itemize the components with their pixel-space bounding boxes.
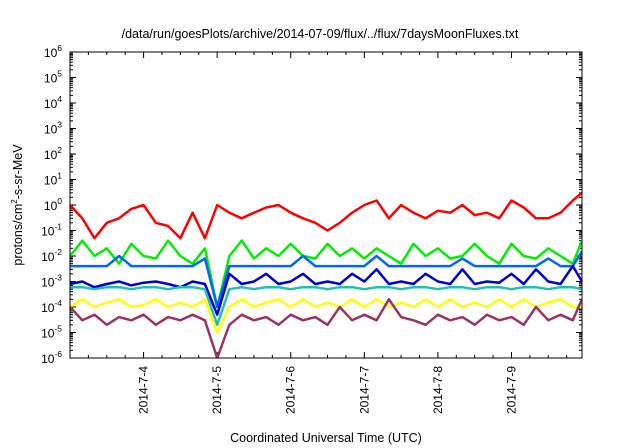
y-tick-label: 100 <box>44 196 62 213</box>
y-tick-label: 10-4 <box>41 298 62 315</box>
plot-frame <box>69 51 583 359</box>
x-tick-label: 2014-7-6 <box>284 366 298 414</box>
y-tick-base: 10 <box>44 174 58 188</box>
y-tick-exponent: 5 <box>57 69 62 79</box>
y-tick-exponent: 4 <box>57 94 62 104</box>
y-tick-base: 10 <box>44 148 58 162</box>
y-tick-label: 104 <box>44 94 62 111</box>
y-axis-label-part: protons/cm <box>11 204 25 266</box>
y-tick-label: 10-3 <box>41 273 62 290</box>
y-tick-base: 10 <box>44 46 58 60</box>
y-tick-base: 10 <box>41 327 55 341</box>
y-tick-label: 10-1 <box>41 222 62 239</box>
y-tick-exponent: 0 <box>57 196 62 206</box>
y-tick-exponent: -3 <box>54 273 62 283</box>
x-tick-label: 2014-7-5 <box>210 366 224 414</box>
y-tick-exponent: -5 <box>54 324 62 334</box>
series-line-1 <box>70 191 582 240</box>
y-tick-label: 10-2 <box>41 247 62 264</box>
y-tick-base: 10 <box>41 225 55 239</box>
y-tick-base: 10 <box>41 301 55 315</box>
x-tick-label: 2014-7-4 <box>137 366 151 414</box>
y-axis-label-part: -s-sr-MeV <box>11 144 25 200</box>
y-tick-exponent: -6 <box>54 349 62 359</box>
y-tick-base: 10 <box>41 352 55 366</box>
series-layer <box>70 191 582 358</box>
y-tick-base: 10 <box>44 97 58 111</box>
series-line-7 <box>70 298 582 358</box>
series-line-5 <box>70 285 582 327</box>
y-tick-base: 10 <box>41 276 55 290</box>
y-tick-exponent: -1 <box>54 222 62 232</box>
y-tick-base: 10 <box>44 72 58 86</box>
series-line-6 <box>70 298 582 334</box>
x-tick-label: 2014-7-7 <box>357 366 371 414</box>
y-axis: 10-610-510-410-310-210-11001011021031041… <box>41 43 582 366</box>
y-tick-exponent: -4 <box>54 298 62 308</box>
series-line-3 <box>70 250 582 309</box>
y-axis-label-superscript: 2 <box>10 199 19 204</box>
x-tick-label: 2014-7-8 <box>431 366 445 414</box>
y-tick-label: 103 <box>44 120 62 137</box>
y-tick-base: 10 <box>41 250 55 264</box>
y-tick-label: 105 <box>44 69 62 86</box>
y-tick-label: 10-5 <box>41 324 62 341</box>
chart-title: /data/run/goesPlots/archive/2014-07-09/f… <box>122 27 519 41</box>
y-tick-exponent: 1 <box>57 171 62 181</box>
y-tick-label: 101 <box>44 171 62 188</box>
y-tick-label: 102 <box>44 145 62 162</box>
y-tick-base: 10 <box>44 123 58 137</box>
y-tick-exponent: 6 <box>57 43 62 53</box>
y-tick-label: 10-6 <box>41 349 62 366</box>
series-line-2 <box>70 239 582 309</box>
y-tick-base: 10 <box>44 199 58 213</box>
x-tick-label: 2014-7-9 <box>504 366 518 414</box>
y-tick-exponent: -2 <box>54 247 62 257</box>
y-tick-exponent: 2 <box>57 145 62 155</box>
y-tick-exponent: 3 <box>57 120 62 130</box>
series-line-4 <box>70 264 582 316</box>
y-axis-label: protons/cm2-s-sr-MeV <box>10 144 25 266</box>
y-tick-label: 106 <box>44 43 62 60</box>
x-axis-label: Coordinated Universal Time (UTC) <box>230 431 422 445</box>
x-axis: 2014-7-4 2014-7-5 2014-7-6 2014-7-7 2014-7-8… <box>69 52 568 414</box>
